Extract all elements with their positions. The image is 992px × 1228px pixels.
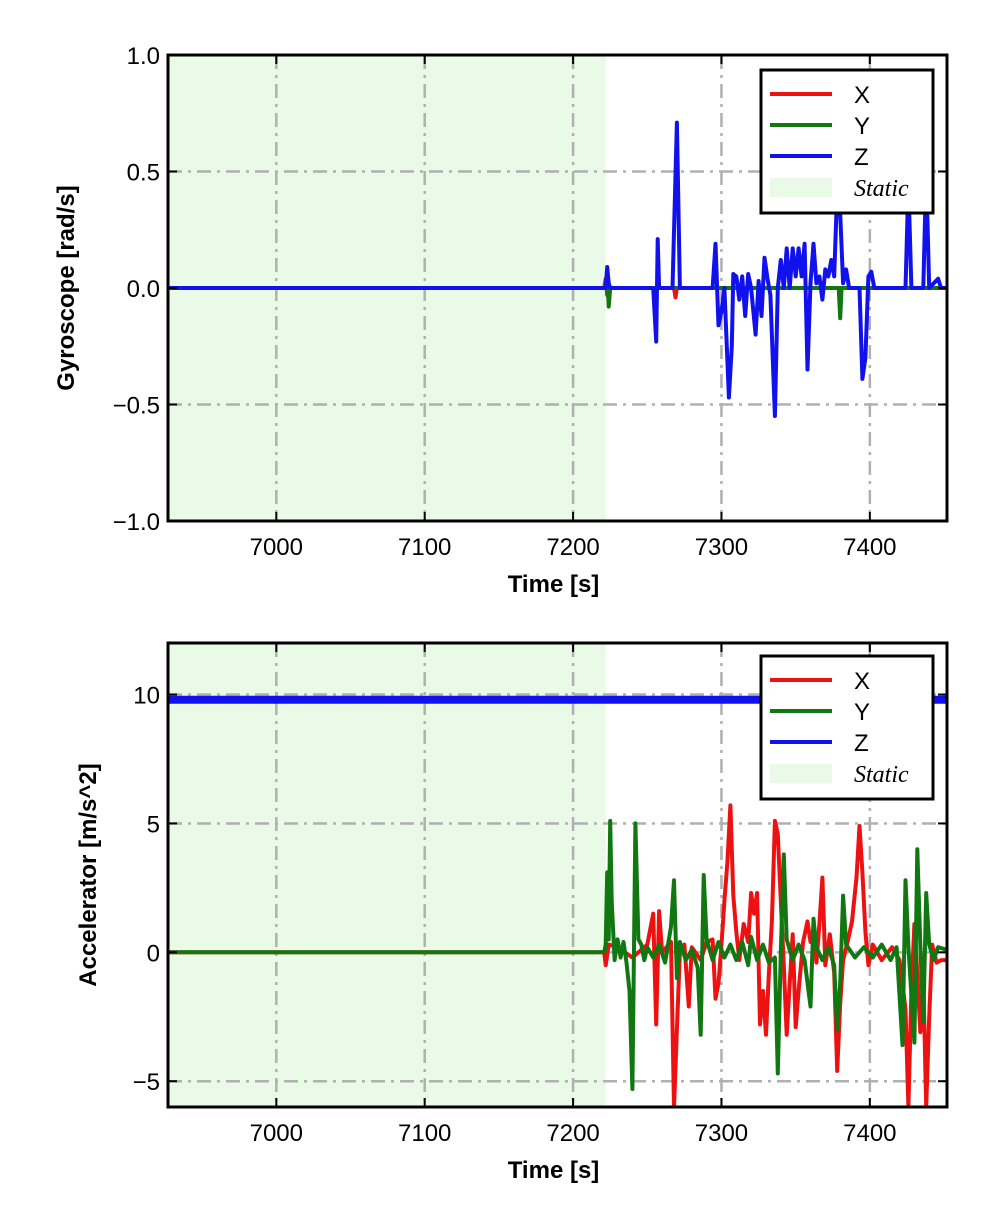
legend: XYZ Static (759, 68, 935, 215)
y-tick-label: 0.0 (127, 276, 160, 303)
y-tick-label: −5 (133, 1069, 160, 1096)
series-line-y (168, 818, 947, 1091)
y-tick-label: 0.5 (127, 160, 160, 187)
x-tick-label: 7000 (250, 1120, 303, 1147)
x-tick-label: 7200 (546, 534, 599, 561)
legend-label-x: X (854, 668, 870, 695)
static-region (168, 643, 606, 1107)
legend-label-static: Static (854, 762, 909, 788)
y-axis-label: Gyroscope [rad/s] (53, 185, 80, 390)
x-tick-label: 7200 (546, 1120, 599, 1147)
chart-panel-1: 7000 7100 7200 7300 7400 −1.0 −0.5 0.0 0.5 1.0 Tim… (53, 43, 949, 598)
series-line-z (168, 120, 947, 419)
x-tick-label: 7100 (398, 1120, 451, 1147)
x-axis-label: Time [s] (508, 571, 600, 598)
x-tick-label: 7300 (695, 534, 748, 561)
y-tick-label: 10 (133, 683, 160, 710)
legend-label-y: Y (854, 699, 870, 726)
y-tick-label: −1.0 (113, 509, 160, 536)
legend-label-z: Z (854, 730, 869, 757)
x-tick-label: 7400 (843, 534, 896, 561)
y-axis-label: Accelerator [m/s^2] (75, 763, 102, 986)
y-tick-label: 0 (147, 940, 160, 967)
y-tick-label: 5 (147, 811, 160, 838)
legend-swatch-static (770, 178, 832, 197)
x-axis-label: Time [s] (508, 1157, 600, 1184)
legend-swatch-static (770, 764, 832, 783)
legend: XYZ Static (759, 654, 935, 801)
plot-frame (166, 641, 949, 1109)
legend-label-static: Static (854, 176, 909, 202)
legend-label-y: Y (854, 113, 870, 140)
x-tick-label: 7400 (843, 1120, 896, 1147)
y-tick-label: −0.5 (113, 393, 160, 420)
x-tick-label: 7000 (250, 534, 303, 561)
legend-label-x: X (854, 82, 870, 109)
x-tick-label: 7100 (398, 534, 451, 561)
y-tick-label: 1.0 (127, 43, 160, 70)
legend-label-z: Z (854, 144, 869, 171)
chart-panel-2: 7000 7100 7200 7300 7400 −5 0 5 10 Time [s] Accele… (75, 641, 949, 1184)
x-tick-label: 7300 (695, 1120, 748, 1147)
